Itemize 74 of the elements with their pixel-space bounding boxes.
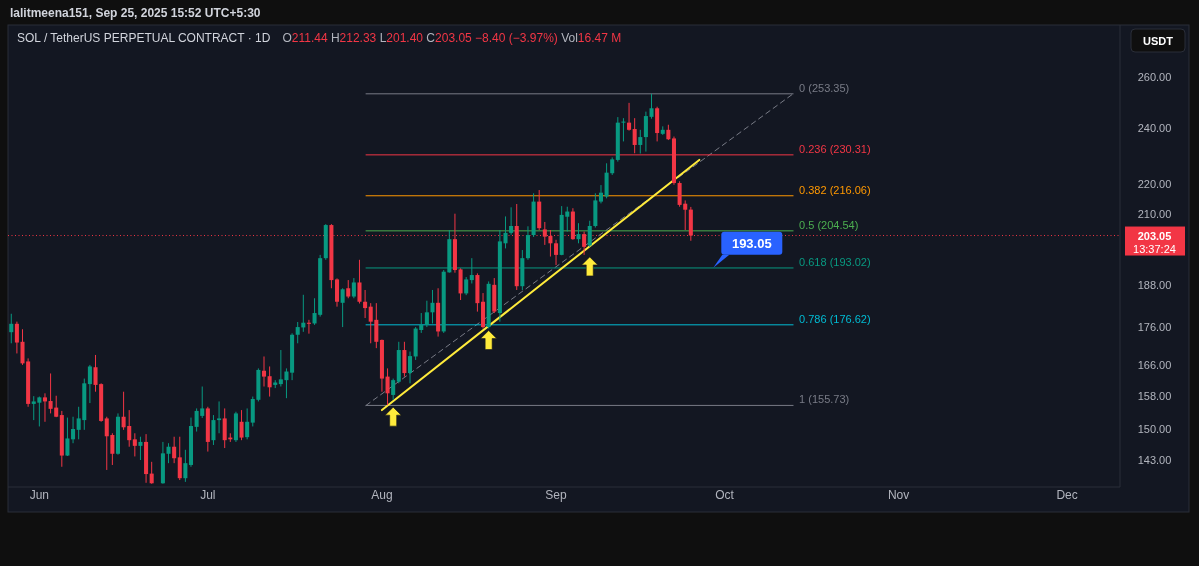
x-tick-label: Jul — [200, 488, 216, 502]
series-label: 0.236 (230.31) — [799, 142, 871, 155]
candlestick — [357, 259, 362, 304]
x-tick-label: Dec — [1056, 488, 1078, 502]
candlestick — [9, 313, 14, 344]
series-label: 0.786 (176.62) — [799, 312, 871, 325]
candlestick — [306, 319, 311, 335]
x-tick-label: Jun — [29, 488, 50, 502]
candlestick — [385, 367, 390, 406]
x-tick-label: Nov — [887, 488, 910, 502]
candlestick — [340, 287, 345, 328]
x-tick-label: Aug — [371, 488, 393, 502]
series-label: 0.618 (193.02) — [799, 255, 871, 268]
candlestick — [65, 417, 70, 457]
candlestick — [587, 220, 592, 248]
y-tick-label: 220.00 — [1137, 178, 1172, 191]
series-label: 1 (155.73) — [799, 393, 850, 406]
candlestick — [132, 432, 137, 457]
y-tick-label: 260.00 — [1137, 71, 1172, 84]
text: 13:37:24 — [1133, 242, 1176, 255]
candlestick — [430, 289, 435, 324]
candlestick — [554, 239, 559, 266]
candlestick — [464, 276, 469, 296]
candlestick — [211, 414, 216, 446]
candlestick — [87, 364, 92, 404]
candlestick — [621, 117, 626, 142]
candlestick — [172, 436, 177, 464]
candlestick — [71, 416, 76, 444]
candlestick — [245, 407, 250, 440]
candlestick — [138, 436, 143, 461]
y-tick-label: 176.00 — [1137, 321, 1172, 334]
candlestick — [363, 289, 368, 319]
series-label: 0 (253.35) — [799, 81, 850, 94]
text: SOL / TetherUS PERPETUAL CONTRACT · 1D — [17, 31, 271, 45]
candlestick — [598, 184, 603, 204]
candlestick — [267, 365, 272, 398]
candlestick — [183, 449, 188, 483]
y-tick-label: 158.00 — [1137, 390, 1172, 403]
candlestick — [525, 225, 530, 261]
candlestick — [408, 351, 413, 384]
ref-line-label: 203.05 — [1137, 229, 1172, 242]
candlestick — [391, 378, 396, 401]
text: USDT — [1143, 35, 1174, 47]
y-tick-label: 150.00 — [1137, 423, 1172, 436]
x-tick-label: Sep — [545, 488, 568, 502]
candlestick — [166, 442, 171, 464]
candlestick — [627, 102, 632, 132]
annotation: 193.05 — [731, 235, 772, 251]
candlestick — [604, 162, 609, 199]
candlestick — [351, 277, 356, 299]
candlestick — [402, 341, 407, 378]
candlestick — [295, 321, 300, 344]
x-tick-label: Oct — [715, 488, 735, 502]
candlestick — [177, 436, 182, 481]
y-tick-label: 166.00 — [1137, 358, 1172, 371]
candlestick — [261, 355, 267, 387]
text: lalitmeena151, Sep 25, 2025 15:52 UTC+5:30 — [10, 6, 261, 20]
text: O211.44 H212.33 L201.40 C203.05 −8.40 (−3.97%) Vol16.47 M — [282, 31, 622, 45]
candlestick — [239, 409, 244, 441]
candlestick — [42, 392, 47, 423]
candlestick — [576, 222, 581, 244]
series-label: 0.382 (216.06) — [799, 183, 871, 196]
candlestick — [509, 206, 514, 236]
y-tick-label: 188.00 — [1137, 278, 1172, 291]
candlestick — [334, 277, 340, 308]
y-tick-label: 143.00 — [1137, 454, 1172, 467]
y-tick-label: 240.00 — [1137, 122, 1172, 135]
candlestick — [149, 461, 154, 485]
candlestick — [638, 129, 643, 155]
candlestick — [424, 300, 429, 328]
y-tick-label: 210.00 — [1137, 207, 1172, 220]
series-label: 0.5 (204.54) — [799, 218, 859, 231]
candlestick — [346, 279, 351, 299]
candlestick — [217, 400, 222, 434]
